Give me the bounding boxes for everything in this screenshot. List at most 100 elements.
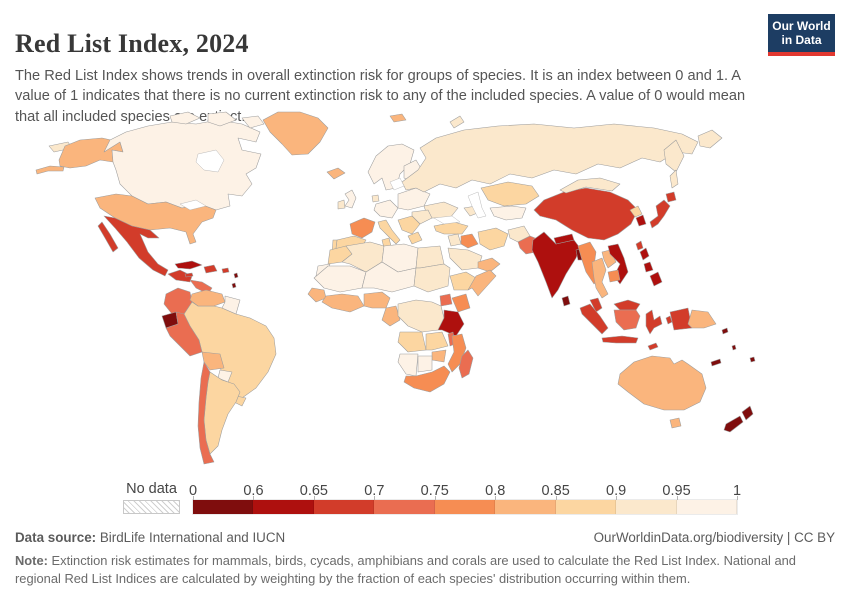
map-region-yemen-oman[interactable] (477, 257, 501, 273)
map-region-colombia[interactable] (163, 287, 193, 315)
legend-bin-0.9–0.95[interactable] (616, 500, 677, 514)
map-region-levant[interactable] (447, 233, 462, 247)
map-region-angola[interactable] (397, 331, 427, 353)
map-region-sri-lanka[interactable] (561, 295, 571, 307)
map-region-cuba[interactable] (174, 260, 203, 270)
map-region-greenland[interactable] (262, 111, 329, 156)
map-region-zimbabwe[interactable] (431, 349, 447, 363)
map-region-solomon-islands[interactable] (721, 327, 729, 335)
map-region-west-africa-coast[interactable] (321, 293, 365, 313)
map-region-tasmania[interactable] (669, 417, 682, 429)
map-region-papua-new-guinea[interactable] (687, 309, 717, 329)
map-region-drc[interactable] (397, 299, 445, 333)
map-region-australia[interactable] (617, 355, 707, 411)
legend-bin-0.6–0.65[interactable] (253, 500, 314, 514)
map-region-turkey[interactable] (433, 221, 469, 235)
map-region-arctic-islands[interactable] (241, 115, 265, 129)
map-region-canada[interactable] (103, 119, 262, 211)
map-region-aleutians[interactable] (35, 165, 65, 175)
map-region-new-zealand-north[interactable] (741, 405, 754, 421)
map-region-mongolia[interactable] (559, 177, 621, 194)
map-region-lesser-antilles[interactable] (231, 282, 237, 289)
map-region-nigeria[interactable] (363, 291, 391, 309)
map-region-central-america-north[interactable] (167, 269, 193, 283)
map-region-iran[interactable] (477, 227, 509, 251)
map-region-russia[interactable] (401, 123, 699, 193)
map-region-arctic-islands[interactable] (207, 111, 237, 127)
map-region-taiwan[interactable] (635, 240, 644, 251)
map-region-cambodia[interactable] (607, 269, 621, 283)
map-region-madagascar[interactable] (458, 349, 474, 379)
legend-bin-0.95–1[interactable] (676, 500, 737, 514)
map-region-kenya[interactable] (451, 293, 471, 313)
map-region-nepal[interactable] (553, 233, 575, 245)
legend-no-data[interactable]: No data (123, 481, 180, 514)
map-region-laos[interactable] (601, 249, 617, 269)
legend-bin-0.8–0.85[interactable] (495, 500, 556, 514)
map-region-iraq[interactable] (460, 233, 479, 249)
map-region-fiji[interactable] (749, 356, 756, 363)
map-region-italy[interactable] (377, 219, 401, 245)
map-region-russia-far-east[interactable] (697, 129, 723, 149)
map-region-cameroon-gabon[interactable] (381, 305, 401, 327)
map-region-tanzania[interactable] (437, 309, 465, 337)
map-region-zambia[interactable] (425, 331, 449, 351)
map-region-guyanas[interactable] (221, 295, 241, 315)
map-region-saudi-arabia[interactable] (447, 247, 483, 271)
legend-bin-0.7–0.75[interactable] (374, 500, 435, 514)
map-region-jamaica[interactable] (184, 272, 194, 278)
map-region-somalia[interactable] (467, 269, 497, 297)
map-region-ireland[interactable] (337, 199, 346, 210)
map-region-new-caledonia[interactable] (710, 358, 722, 367)
map-region-timor[interactable] (647, 342, 659, 351)
map-region-bolivia[interactable] (201, 351, 225, 371)
map-region-venezuela[interactable] (189, 289, 226, 307)
map-region-france[interactable] (349, 217, 376, 239)
map-region-botswana[interactable] (417, 355, 433, 373)
map-region-malaysia-peninsular[interactable] (589, 297, 603, 313)
map-region-malaysia-borneo[interactable] (613, 299, 641, 311)
map-region-sakhalin[interactable] (669, 169, 679, 189)
map-region-mexico[interactable] (103, 215, 169, 277)
rights-link[interactable]: OurWorldinData.org/biodiversity | CC BY (593, 530, 835, 545)
owid-logo[interactable]: Our World in Data (768, 14, 835, 56)
map-region-central-asia[interactable] (489, 205, 527, 221)
map-region-kamchatka[interactable] (663, 139, 685, 173)
map-region-romania[interactable] (411, 209, 433, 225)
map-region-namibia[interactable] (397, 353, 419, 377)
map-region-south-africa[interactable] (403, 365, 451, 393)
map-region-senegal-guinea[interactable] (307, 287, 327, 303)
map-region-philippines[interactable] (643, 261, 654, 273)
map-region-java[interactable] (601, 335, 639, 344)
map-region-novaya-zemlya[interactable] (449, 115, 465, 129)
map-region-central-europe[interactable] (373, 199, 399, 219)
map-region-baja[interactable] (97, 221, 119, 253)
map-region-north-korea[interactable] (629, 205, 643, 218)
map-region-japan[interactable] (649, 199, 671, 229)
legend-bin-0.65–0.7[interactable] (313, 500, 375, 514)
map-region-lesser-antilles[interactable] (233, 272, 239, 279)
map-region-hispaniola[interactable] (203, 264, 218, 274)
map-region-uganda[interactable] (439, 293, 453, 307)
no-data-hatch-swatch[interactable] (123, 500, 180, 514)
map-region-svalbard[interactable] (389, 113, 407, 123)
legend-bin-0.75–0.8[interactable] (434, 500, 496, 514)
map-region-balkans[interactable] (397, 215, 421, 235)
map-region-new-zealand-south[interactable] (723, 415, 744, 433)
map-region-iceland[interactable] (326, 167, 346, 180)
map-region-philippines[interactable] (649, 271, 663, 287)
map-region-hokkaido[interactable] (665, 191, 677, 203)
map-region-puerto-rico[interactable] (221, 267, 230, 274)
map-region-vietnam[interactable] (607, 243, 629, 285)
map-region-uk[interactable] (344, 189, 357, 209)
map-region-vanuatu[interactable] (731, 344, 737, 351)
map-region-denmark[interactable] (371, 194, 380, 203)
map-region-arctic-islands[interactable] (169, 111, 201, 125)
map-region-philippines[interactable] (639, 247, 650, 261)
map-region-south-korea[interactable] (635, 214, 647, 227)
legend-bin-0–0.6[interactable] (193, 500, 254, 514)
map-region-greece[interactable] (407, 231, 423, 245)
map-region-new-guinea-west[interactable] (669, 307, 693, 331)
map-region-kazakhstan[interactable] (480, 181, 540, 207)
map-region-thailand[interactable] (591, 257, 609, 299)
